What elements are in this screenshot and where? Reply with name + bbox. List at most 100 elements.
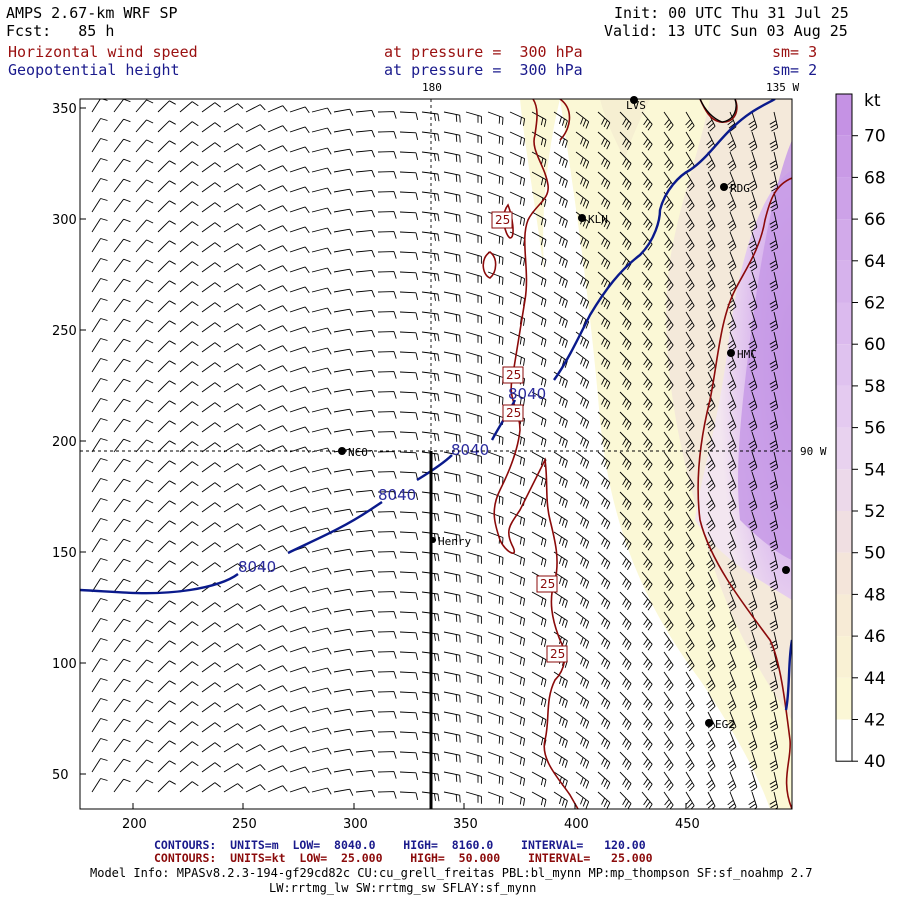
- wind-barb: [377, 551, 397, 559]
- wind-barb: [399, 451, 419, 460]
- wind-barb: [179, 341, 199, 353]
- wind-barb: [245, 164, 266, 173]
- wind-barb: [465, 191, 482, 204]
- wind-barb: [399, 651, 419, 660]
- wind-barb: [727, 251, 737, 272]
- wind-barb: [769, 311, 779, 332]
- wind-barb: [531, 131, 547, 147]
- wind-barb: [553, 691, 568, 708]
- wind-barb: [575, 651, 590, 669]
- colorbar-swatch: [836, 344, 852, 386]
- wind-barb: [597, 691, 611, 710]
- wind-barb: [443, 531, 461, 543]
- wind-barb: [377, 211, 397, 219]
- wind-barb: [377, 371, 397, 379]
- wind-barb: [748, 531, 758, 552]
- wind-barb: [769, 151, 779, 172]
- x-tick-label: 200: [122, 817, 147, 832]
- colorbar-swatch: [836, 427, 852, 470]
- wind-barb: [769, 711, 779, 732]
- wind-barb: [509, 611, 526, 626]
- wind-barb: [597, 231, 611, 250]
- height-labels: 8040 8040 8040 8040: [238, 385, 546, 576]
- wind-barb: [399, 731, 419, 740]
- wind-barb: [685, 531, 695, 552]
- wind-barb: [465, 371, 482, 384]
- wind-barb: [201, 662, 221, 673]
- wind-barb: [179, 721, 199, 733]
- wind-barb: [685, 611, 695, 632]
- wind-barb: [769, 771, 779, 792]
- wind-barb: [377, 531, 397, 539]
- wind-barb: [465, 391, 482, 404]
- wind-barb: [201, 702, 221, 713]
- wind-barb: [769, 671, 779, 692]
- wind-barb: [91, 398, 108, 413]
- wind-barb: [91, 298, 108, 313]
- colorbar-level: 68: [864, 168, 886, 188]
- wind-barb: [421, 151, 440, 162]
- wind-barb: [727, 611, 737, 632]
- wind-barb: [311, 687, 332, 695]
- wind-barb: [135, 139, 154, 153]
- wind-barb: [769, 751, 779, 772]
- wind-barb: [748, 311, 758, 332]
- y-axis: 350 300 250 200 150 100 50: [52, 102, 86, 783]
- wind-barb: [487, 691, 504, 705]
- wind-barb: [135, 659, 154, 673]
- wind-barb: [113, 618, 131, 633]
- wind-barb: [748, 511, 758, 532]
- wind-barb: [619, 151, 632, 171]
- wind-barb: [377, 351, 397, 359]
- wind-barb: [135, 539, 154, 553]
- wind-barb: [245, 224, 266, 233]
- wind-barb: [311, 667, 332, 675]
- wind-barb: [135, 119, 154, 133]
- wind-barb: [575, 251, 590, 269]
- wind-barb: [245, 404, 266, 413]
- wind-barb: [245, 764, 266, 773]
- wind-barb: [135, 719, 154, 733]
- wind-barb: [597, 751, 611, 770]
- wind-barb: [748, 351, 758, 372]
- wind-barb: [685, 671, 695, 692]
- wind-barb: [157, 220, 176, 233]
- wind-barb: [553, 411, 568, 428]
- wind-barb: [769, 411, 779, 432]
- wind-barb: [267, 545, 288, 553]
- wind-barb: [113, 158, 131, 173]
- forecast-hour: Fcst: 85 h: [6, 22, 115, 40]
- wind-barb: [443, 631, 461, 643]
- wind-barb: [245, 744, 266, 753]
- wind-barb: [355, 149, 376, 158]
- wind-barb: [179, 221, 199, 233]
- wind-barb: [377, 411, 397, 419]
- wind-barb: [465, 211, 482, 224]
- wind-barb: [531, 351, 547, 367]
- wind-barb: [399, 711, 419, 720]
- wind-barb: [289, 706, 310, 714]
- wind-barb: [267, 765, 288, 773]
- wind-barb: [748, 711, 758, 732]
- wind-barb: [157, 360, 176, 373]
- wind-barb: [355, 209, 376, 218]
- wind-barb: [157, 180, 176, 193]
- wind-barb: [157, 720, 176, 733]
- wind-barb: [769, 731, 779, 752]
- wind-barb: [135, 439, 154, 453]
- wind-barb: [465, 571, 482, 584]
- wind-barb: [113, 778, 131, 793]
- wind-barb: [619, 491, 632, 511]
- wind-barb: [641, 471, 653, 491]
- wind-barb: [465, 451, 482, 464]
- wind-barb: [509, 651, 526, 666]
- wind-barb: [377, 451, 397, 459]
- wind-barb: [727, 331, 737, 352]
- svg-text:HMC: HMC: [737, 348, 757, 361]
- wind-barb: [706, 111, 716, 132]
- x-tick-label: 300: [343, 817, 368, 832]
- wind-barb: [267, 485, 288, 493]
- wind-barb: [641, 551, 653, 571]
- wind-barb: [531, 331, 547, 347]
- wind-barb: [769, 191, 779, 212]
